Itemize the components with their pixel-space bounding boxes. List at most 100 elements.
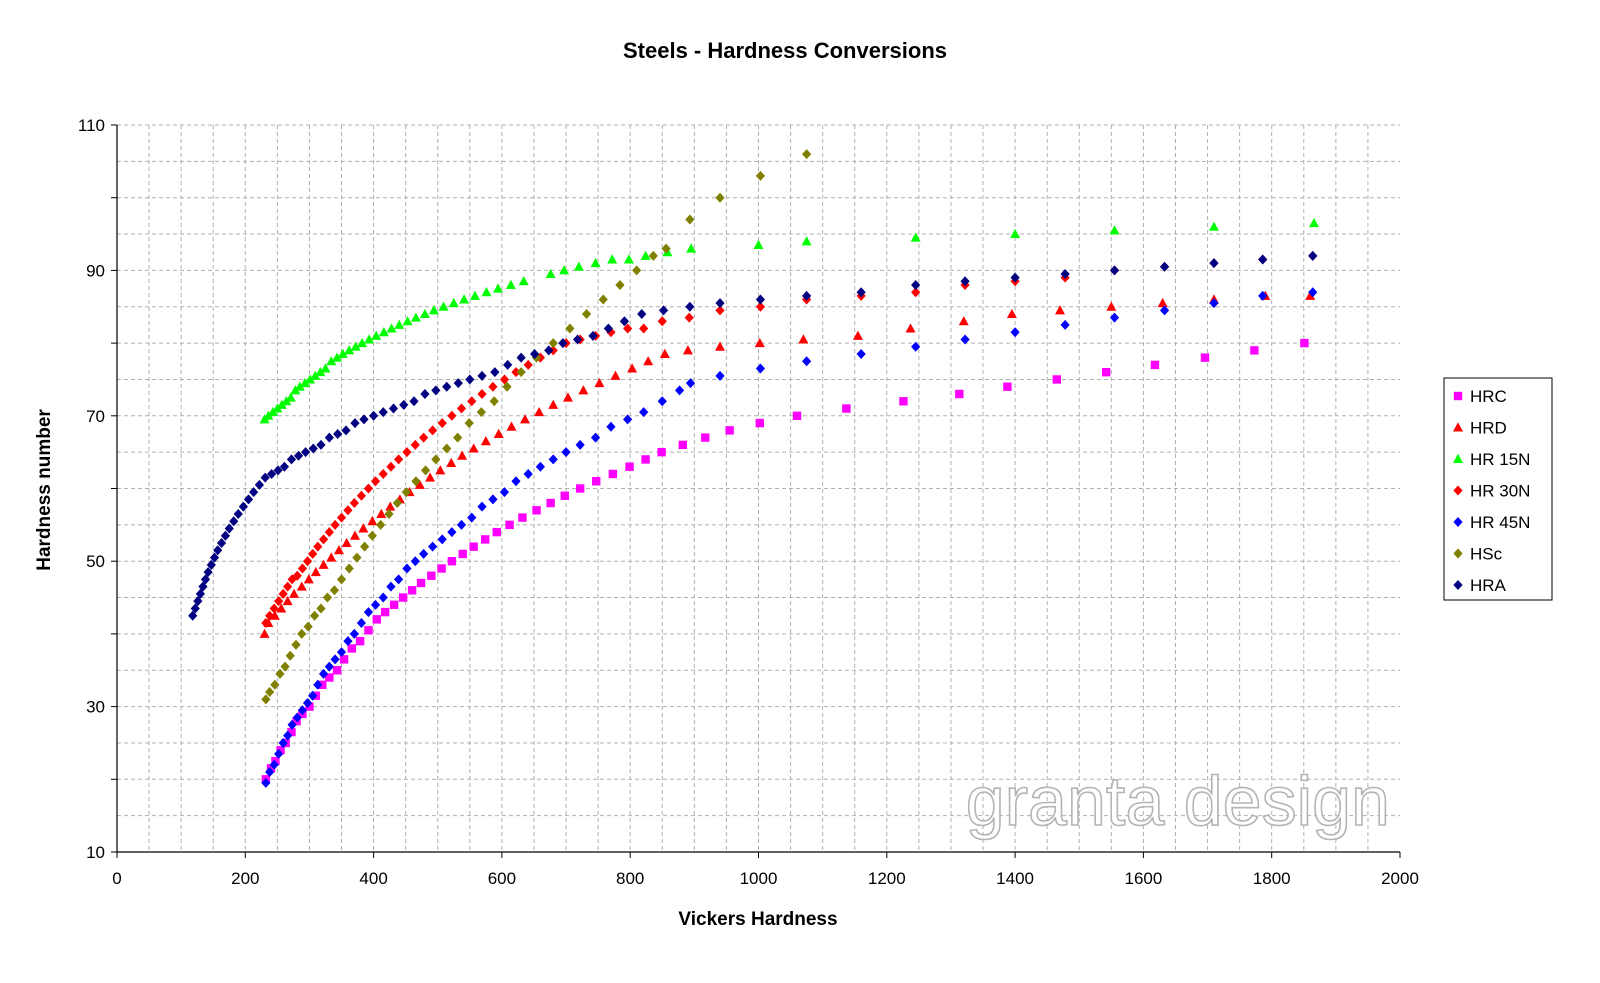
- data-point: [802, 356, 812, 367]
- data-point: [419, 548, 429, 559]
- data-point: [341, 425, 351, 436]
- data-point: [437, 564, 446, 573]
- data-point: [409, 396, 419, 407]
- data-point: [259, 628, 270, 638]
- data-point: [623, 254, 634, 264]
- x-tick-label: 1800: [1253, 869, 1291, 888]
- data-point: [401, 487, 411, 498]
- data-point: [639, 323, 649, 334]
- data-point: [410, 556, 420, 567]
- legend-items: HRC HRD HR 15N HR 30N HR 45N HSc HRA: [1453, 387, 1530, 595]
- data-point: [349, 628, 359, 639]
- data-point: [1209, 258, 1219, 269]
- data-point: [469, 290, 480, 300]
- data-point: [394, 319, 405, 329]
- data-point: [911, 279, 921, 290]
- data-point: [615, 279, 625, 290]
- legend-label: HSc: [1470, 545, 1503, 564]
- data-point: [435, 465, 446, 475]
- data-point: [276, 746, 285, 755]
- data-point: [394, 574, 404, 585]
- data-point: [326, 356, 337, 366]
- data-point: [588, 330, 598, 341]
- series-hr-30n: [261, 250, 1318, 628]
- data-point: [490, 367, 500, 378]
- data-point: [289, 588, 300, 598]
- data-point: [802, 290, 812, 301]
- data-point: [369, 410, 379, 421]
- series-hrd: [259, 290, 1316, 638]
- data-point: [372, 615, 382, 624]
- data-point: [275, 668, 285, 679]
- data-point: [370, 476, 381, 487]
- data-point: [1258, 254, 1268, 265]
- x-tick-label: 600: [488, 869, 516, 888]
- data-point: [1010, 327, 1020, 338]
- data-point: [492, 527, 501, 537]
- data-point: [637, 309, 647, 320]
- data-point: [701, 433, 710, 442]
- data-point: [467, 512, 477, 523]
- data-point: [442, 443, 452, 454]
- data-point: [437, 418, 447, 429]
- data-point: [344, 563, 354, 574]
- data-point: [610, 370, 621, 380]
- data-point: [270, 679, 280, 690]
- data-point: [685, 301, 695, 312]
- data-point: [392, 498, 402, 509]
- data-point: [516, 367, 526, 378]
- data-point: [336, 512, 347, 523]
- y-tick-label: 70: [86, 407, 105, 426]
- data-point: [477, 501, 487, 512]
- data-point: [518, 276, 529, 286]
- data-point: [195, 588, 205, 599]
- data-point: [801, 236, 812, 246]
- data-point: [523, 468, 533, 479]
- data-point: [260, 472, 270, 483]
- data-point: [682, 345, 693, 355]
- data-point: [639, 407, 649, 418]
- data-point: [309, 610, 320, 621]
- legend-label: HR 30N: [1470, 482, 1530, 501]
- data-point: [303, 574, 314, 584]
- data-point: [427, 571, 436, 580]
- data-point: [332, 666, 342, 675]
- data-point: [352, 552, 362, 563]
- data-point: [755, 363, 766, 374]
- x-tick-label: 1000: [740, 869, 778, 888]
- data-point: [378, 326, 389, 337]
- data-point: [715, 341, 726, 351]
- data-point: [1159, 305, 1170, 316]
- data-point: [364, 626, 373, 635]
- data-point: [428, 305, 439, 315]
- data-point: [330, 519, 340, 530]
- data-point: [297, 705, 307, 716]
- data-point: [310, 566, 321, 577]
- data-point: [684, 312, 694, 323]
- data-point: [575, 439, 585, 450]
- data-point: [286, 454, 297, 465]
- data-point: [261, 777, 271, 788]
- data-point: [955, 389, 964, 399]
- data-point: [493, 283, 504, 293]
- data-point: [573, 261, 584, 271]
- data-point: [265, 687, 275, 698]
- data-point: [606, 327, 616, 338]
- data-point: [291, 639, 301, 650]
- legend-marker: [1453, 548, 1463, 559]
- data-point: [535, 461, 545, 472]
- data-point: [544, 345, 554, 356]
- data-point: [511, 476, 521, 487]
- data-point: [322, 592, 333, 603]
- y-tick-label: 10: [86, 843, 105, 862]
- data-point: [384, 508, 394, 519]
- data-point: [278, 588, 288, 599]
- data-point: [715, 370, 725, 381]
- data-point: [301, 447, 311, 458]
- data-point: [344, 345, 355, 355]
- legend-label: HRC: [1470, 387, 1507, 406]
- data-point: [282, 595, 293, 606]
- data-point: [276, 399, 287, 409]
- data-point: [416, 578, 426, 588]
- data-point: [356, 617, 367, 628]
